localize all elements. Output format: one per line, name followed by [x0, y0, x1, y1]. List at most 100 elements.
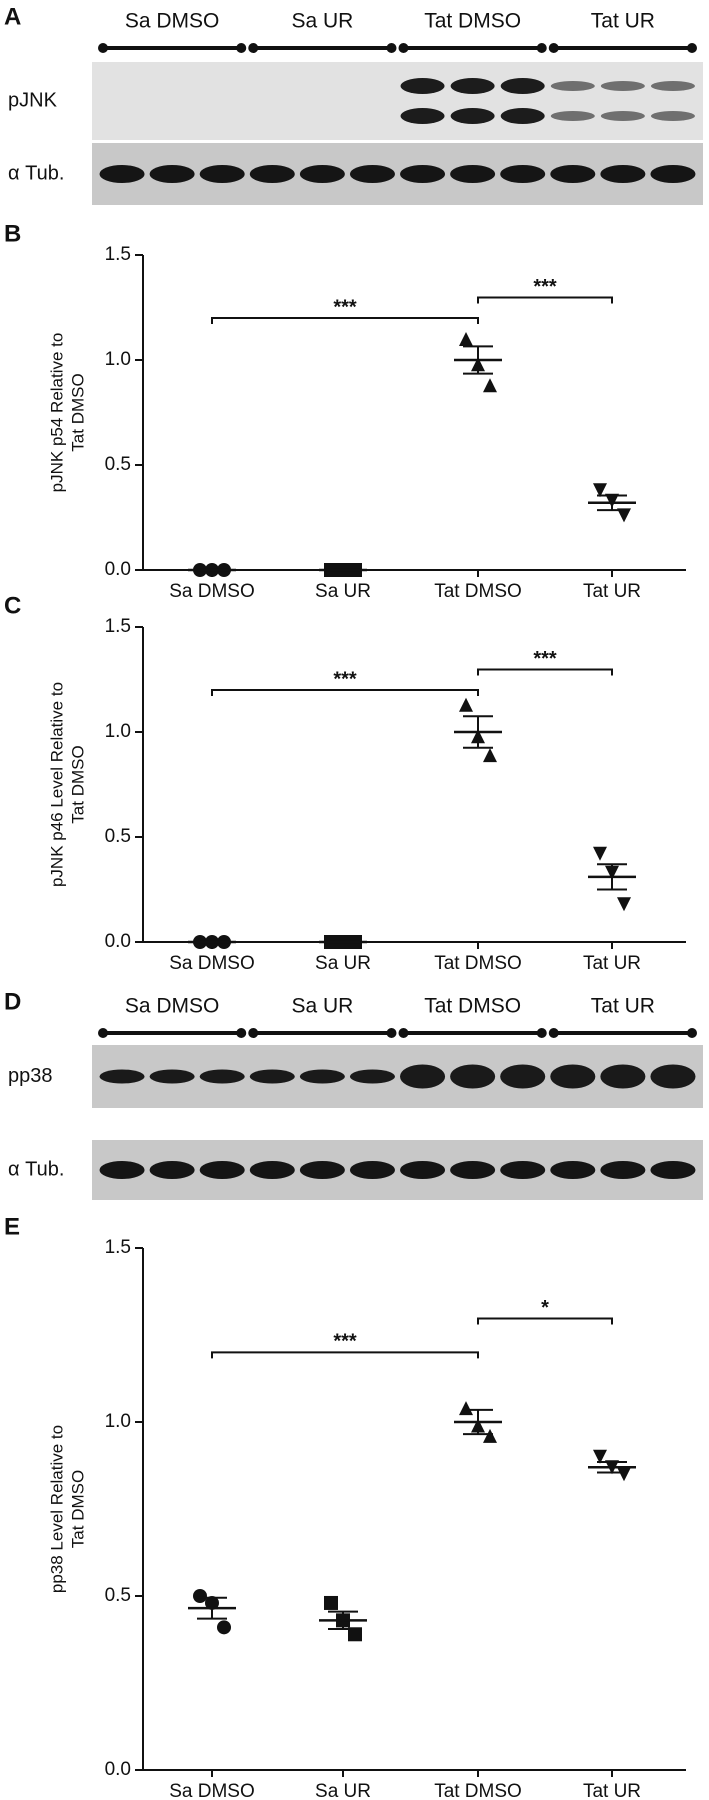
group-label: Sa UR: [291, 10, 353, 33]
y-tick-label: 1.0: [105, 1411, 131, 1432]
blot-background: [92, 62, 703, 140]
band: [149, 1069, 195, 1084]
significance-bracket: [477, 668, 613, 676]
band: [550, 165, 596, 183]
band: [550, 1161, 596, 1179]
group-bar-end: [548, 1028, 559, 1038]
band: [600, 165, 646, 183]
group-bar-end: [398, 1028, 409, 1038]
group-bar-end: [236, 43, 247, 53]
band: [600, 1161, 646, 1179]
band: [650, 1064, 696, 1089]
x-tick-label: Sa DMSO: [169, 1781, 255, 1800]
band: [500, 108, 545, 124]
y-axis-title-line: pJNK p54 Relative to: [47, 333, 66, 493]
row-label: α Tub.: [8, 162, 64, 184]
band: [149, 1161, 195, 1179]
y-axis-title-line: pJNK p46 Level Relative to: [47, 682, 66, 887]
group-bar-end: [548, 43, 559, 53]
group-label: Tat UR: [591, 10, 655, 33]
y-tick-label: 0.0: [105, 559, 131, 580]
row-label: pJNK: [8, 89, 58, 111]
group-label: Sa DMSO: [125, 10, 220, 33]
band: [349, 1161, 395, 1179]
band: [450, 165, 496, 183]
band: [299, 1069, 345, 1084]
x-tick-label: Sa UR: [315, 953, 371, 974]
x-tick-label: Sa UR: [315, 581, 371, 602]
band: [249, 1069, 295, 1084]
data-point: [617, 508, 631, 523]
data-point: [483, 748, 497, 763]
group-label: Sa DMSO: [125, 995, 220, 1018]
band: [650, 111, 695, 121]
group-bar-end: [248, 1028, 259, 1038]
data-point: [324, 1595, 338, 1610]
significance-bracket: [211, 317, 479, 324]
band: [99, 1069, 145, 1084]
band: [400, 1064, 446, 1089]
group-label: Tat DMSO: [424, 995, 521, 1018]
group-bar-end: [687, 43, 697, 53]
panel-label: C: [4, 592, 21, 619]
group-bar-end: [398, 43, 409, 53]
data-point: [348, 1627, 362, 1642]
band: [550, 111, 595, 121]
data-point: [617, 897, 631, 912]
y-tick-label: 0.0: [105, 1759, 131, 1780]
group-bar-end: [386, 43, 397, 53]
group-bar-end: [248, 43, 259, 53]
panel-label: A: [4, 3, 21, 30]
group-label: Tat UR: [591, 995, 655, 1018]
band: [450, 1064, 496, 1089]
band: [600, 111, 645, 121]
significance-label: ***: [333, 668, 357, 690]
significance-bracket: [211, 1351, 479, 1359]
panel-label: B: [4, 220, 21, 247]
x-tick-label: Sa DMSO: [169, 581, 255, 602]
data-point: [459, 1401, 473, 1416]
band: [450, 108, 495, 124]
data-point: [593, 483, 607, 498]
x-tick-label: Tat DMSO: [434, 581, 522, 602]
band: [500, 1161, 546, 1179]
y-tick-label: 0.5: [105, 454, 131, 475]
significance-bracket: [211, 689, 479, 696]
significance-label: ***: [333, 296, 357, 318]
band: [249, 165, 295, 183]
band: [650, 1161, 696, 1179]
group-bar-end: [386, 1028, 397, 1038]
data-point: [483, 378, 497, 393]
y-axis-title: pJNK p46 Level Relative to Tat DMSO: [47, 682, 87, 887]
significance-label: *: [541, 1297, 549, 1319]
data-point: [459, 332, 473, 346]
group-label: Sa UR: [291, 995, 353, 1018]
y-tick-label: 1.0: [105, 349, 131, 370]
y-axis-title: pp38 Level Relative to Tat DMSO: [47, 1425, 87, 1593]
band: [199, 1069, 245, 1084]
significance-bracket: [477, 296, 613, 304]
y-axis-title-line: pp38 Level Relative to: [47, 1425, 66, 1593]
y-tick-label: 1.5: [105, 616, 131, 637]
group-bar-end: [98, 43, 108, 53]
band: [199, 1161, 245, 1179]
y-axis-title-line: Tat DMSO: [68, 745, 87, 823]
x-tick-label: Sa DMSO: [169, 953, 255, 974]
y-axis-title: pJNK p54 Relative to Tat DMSO: [47, 333, 87, 493]
x-tick-label: Tat UR: [583, 581, 641, 602]
band: [400, 78, 445, 94]
y-axis-title-line: Tat DMSO: [68, 1470, 87, 1548]
panel-label: D: [4, 988, 21, 1015]
data-point: [593, 1449, 607, 1464]
x-tick-label: Tat DMSO: [434, 953, 522, 974]
band: [500, 78, 545, 94]
y-axis-title-line: Tat DMSO: [68, 373, 87, 451]
row-label: α Tub.: [8, 1158, 64, 1180]
band: [149, 165, 195, 183]
band: [349, 1069, 395, 1084]
significance-label: ***: [333, 1331, 357, 1353]
group-label: Tat DMSO: [424, 10, 521, 33]
x-tick-label: Tat UR: [583, 1781, 641, 1800]
band: [99, 1161, 145, 1179]
band: [600, 81, 645, 91]
